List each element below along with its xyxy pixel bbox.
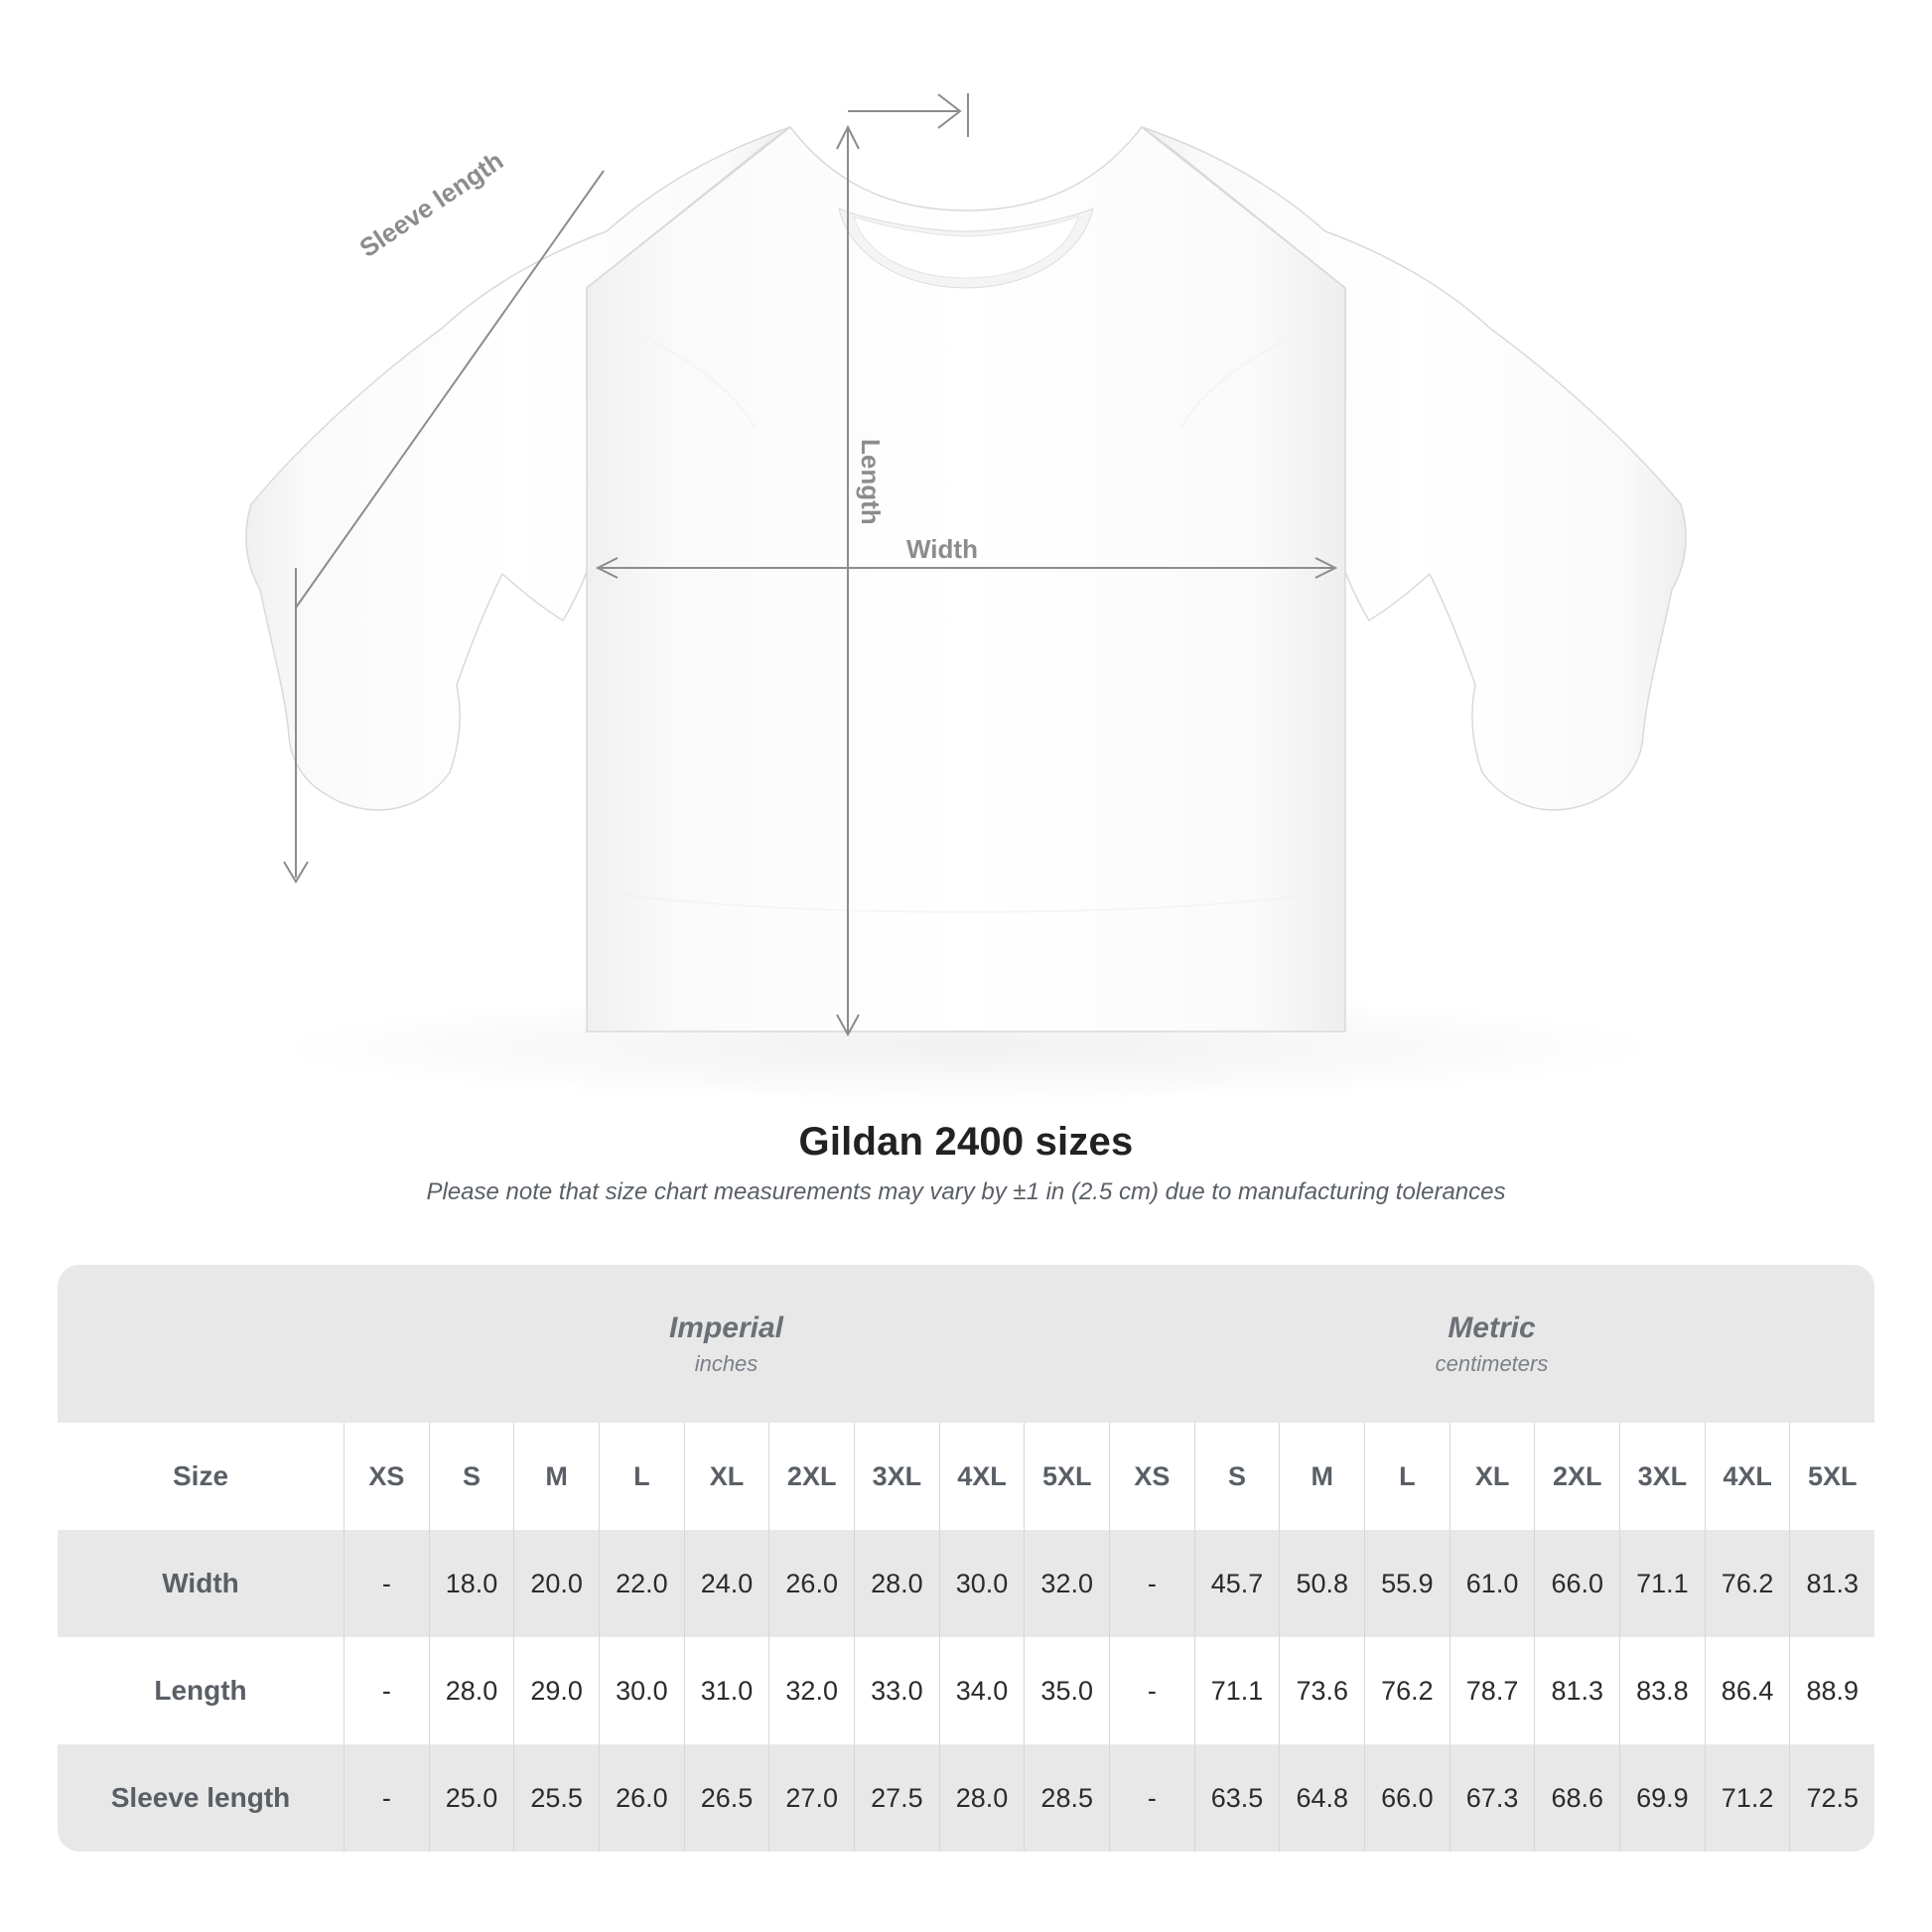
svg-text:Sleeve length: Sleeve length [354, 145, 509, 263]
svg-text:Length: Length [856, 439, 886, 525]
svg-text:Width: Width [906, 534, 978, 564]
